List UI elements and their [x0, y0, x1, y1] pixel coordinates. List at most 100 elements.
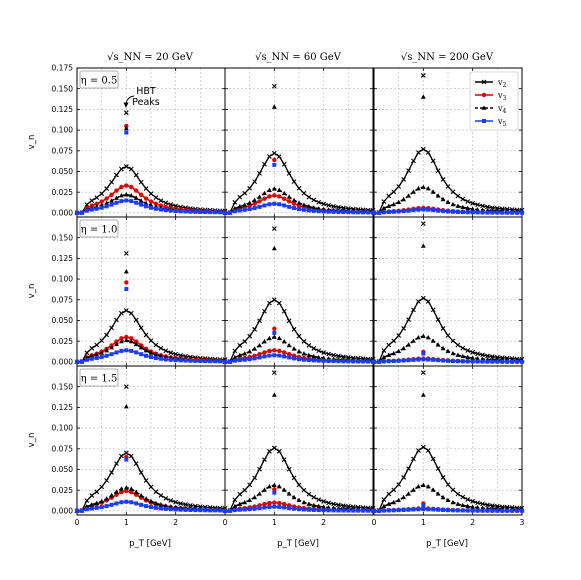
series-v5	[223, 162, 375, 215]
point-v5	[510, 210, 515, 215]
point-v4	[276, 483, 282, 489]
point-v2	[396, 184, 402, 189]
point-v5	[316, 209, 321, 214]
point-v2	[345, 354, 351, 360]
point-v5	[119, 500, 124, 505]
point-v5	[272, 201, 277, 206]
point-v2	[119, 453, 124, 459]
point-v5	[287, 506, 292, 511]
panel-r2-c0: 0.000 0.025 0.050 0.075 0.100 0.125 0.150 0 1 2 η …	[52, 365, 228, 527]
point-v4	[252, 197, 257, 203]
point-v5	[475, 508, 480, 513]
hbt-annotation: HBT Peaks	[123, 86, 160, 108]
point-v2	[455, 342, 461, 348]
point-v4	[306, 203, 312, 209]
point-v4	[301, 351, 307, 356]
point-v2	[485, 204, 490, 210]
point-v2	[445, 333, 451, 338]
point-v5	[391, 359, 396, 364]
point-v5	[129, 500, 134, 505]
point-v4	[381, 205, 387, 211]
point-v2	[128, 166, 134, 172]
point-v4	[291, 494, 297, 500]
point-v5	[158, 356, 163, 361]
point-v5	[381, 508, 386, 513]
point-v4	[440, 196, 446, 202]
point-v5	[396, 209, 401, 214]
point-v5	[267, 353, 272, 358]
series-v5	[75, 457, 227, 513]
point-v5	[237, 358, 242, 363]
y-tick-label: 0.125	[52, 105, 74, 114]
point-v4	[435, 491, 441, 496]
point-v2	[242, 487, 248, 493]
point-v5	[505, 508, 510, 513]
point-v5	[346, 210, 351, 215]
x-tick-label: 0	[223, 518, 228, 527]
point-v5	[470, 359, 475, 364]
point-v2	[183, 502, 188, 507]
point-v4	[306, 501, 312, 506]
point-v2	[257, 466, 262, 472]
point-v5	[431, 357, 436, 362]
point-v4	[425, 483, 431, 489]
point-v2	[89, 493, 95, 498]
point-v5	[232, 358, 237, 363]
point-v5	[247, 207, 252, 212]
point-v5	[421, 357, 426, 362]
point-v2	[316, 497, 322, 502]
point-v4	[460, 353, 466, 359]
point-v2	[237, 194, 243, 200]
point-v4	[416, 483, 421, 489]
point-v5	[480, 359, 485, 364]
spike-v3	[272, 326, 277, 331]
point-v4	[440, 345, 446, 351]
point-v4	[465, 503, 471, 509]
point-v4	[237, 203, 243, 209]
point-v3	[277, 194, 282, 199]
spike-v2	[271, 226, 277, 231]
point-v3	[272, 348, 277, 353]
point-v2	[257, 318, 262, 324]
point-v3	[286, 199, 292, 204]
point-v2	[163, 348, 169, 354]
point-v5	[515, 359, 520, 364]
y-tick-label: 0.100	[52, 424, 74, 433]
point-v4	[316, 503, 322, 509]
spike-v4	[420, 392, 426, 397]
y-tick-label: 0.150	[52, 382, 74, 391]
point-v4	[391, 499, 397, 505]
series-v5	[372, 351, 524, 364]
point-v5	[411, 357, 416, 362]
point-v5	[119, 199, 124, 204]
point-v2	[321, 201, 327, 207]
point-v3	[94, 201, 99, 207]
point-v5	[391, 209, 396, 214]
point-v3	[272, 500, 277, 505]
y-tick-label: 0.175	[52, 64, 74, 73]
point-v5	[89, 506, 94, 511]
point-v5	[262, 203, 267, 208]
point-v5	[79, 359, 84, 364]
point-v2	[341, 205, 346, 211]
point-v4	[450, 350, 456, 356]
point-v5	[282, 354, 287, 359]
spike-v5	[421, 351, 426, 356]
point-v3	[262, 196, 267, 201]
point-v4	[455, 501, 461, 506]
y-tick-label: 0.050	[52, 465, 74, 474]
point-v5	[227, 210, 232, 215]
point-v5	[411, 208, 416, 213]
point-v4	[89, 502, 95, 507]
point-v2	[114, 317, 119, 323]
point-v4	[391, 201, 397, 207]
point-v2	[128, 310, 134, 316]
point-v2	[416, 299, 421, 304]
point-v2	[480, 501, 485, 507]
point-v3	[257, 199, 262, 204]
point-v5	[84, 357, 89, 362]
point-v5	[416, 357, 421, 362]
point-v4	[470, 504, 476, 509]
spike-v2	[123, 251, 129, 256]
point-v5	[213, 508, 218, 513]
